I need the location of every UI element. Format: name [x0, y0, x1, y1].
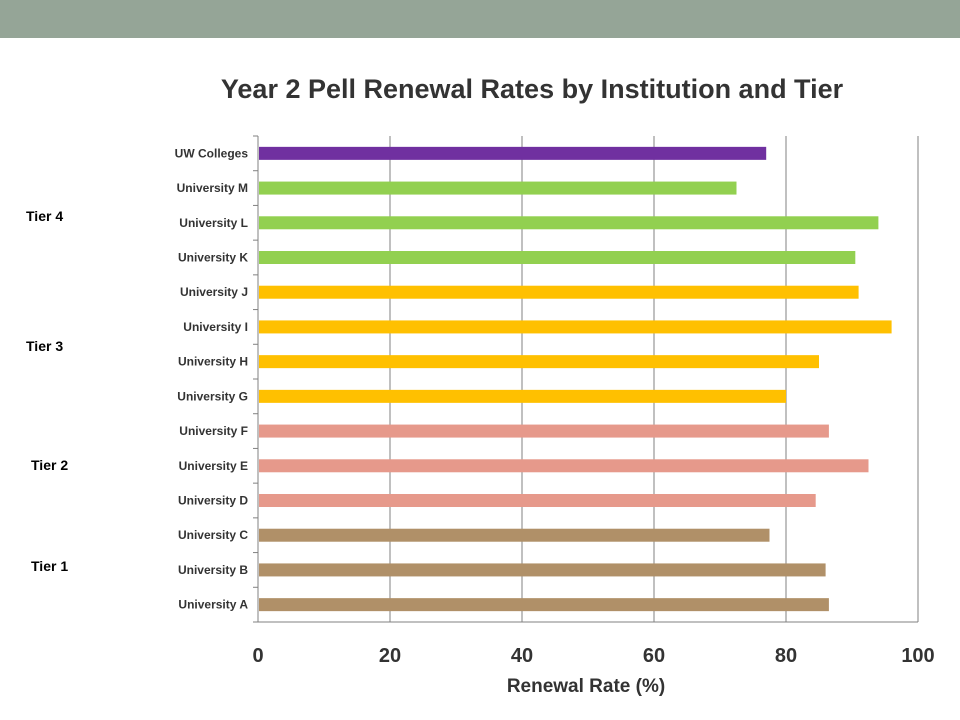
- category-label: University A: [178, 598, 248, 612]
- category-label: University B: [178, 563, 248, 577]
- bar: [259, 459, 869, 473]
- x-tick-label: 60: [643, 645, 665, 667]
- bar: [259, 181, 737, 195]
- category-label: University F: [179, 424, 248, 438]
- x-tick-label: 80: [775, 645, 797, 667]
- bar: [259, 598, 829, 612]
- bar: [259, 528, 770, 542]
- tier-1-label: Tier 1: [31, 558, 69, 574]
- category-label: University L: [179, 216, 248, 230]
- x-axis-label: Renewal Rate (%): [507, 676, 665, 697]
- bar: [259, 389, 786, 403]
- category-label: University G: [177, 389, 248, 403]
- category-label: University J: [180, 285, 248, 299]
- x-tick-label: 100: [901, 645, 934, 667]
- bar: [259, 285, 859, 299]
- top-banner-bar: [0, 0, 960, 38]
- tier-4-label: Tier 4: [26, 208, 64, 224]
- category-label: University C: [178, 528, 248, 542]
- bar: [259, 355, 819, 369]
- bar: [259, 563, 826, 577]
- bar: [259, 251, 856, 264]
- bar: [259, 494, 816, 507]
- bar: [259, 320, 892, 334]
- x-tick-label: 0: [252, 645, 263, 667]
- x-tick-label: 40: [511, 645, 533, 667]
- category-label: UW Colleges: [175, 146, 249, 160]
- category-label: University K: [178, 251, 248, 265]
- tier-2-label: Tier 2: [31, 457, 69, 473]
- x-tick-label: 20: [379, 645, 401, 667]
- bar: [259, 424, 829, 438]
- category-label: University H: [178, 355, 248, 369]
- tier-3-label: Tier 3: [26, 338, 64, 354]
- category-label: University M: [177, 181, 248, 195]
- category-label: University E: [179, 459, 248, 473]
- chart-title: Year 2 Pell Renewal Rates by Institution…: [220, 74, 844, 104]
- category-label: University I: [183, 320, 248, 334]
- category-label: University D: [178, 494, 248, 508]
- bar: [259, 146, 767, 160]
- bar: [259, 216, 879, 230]
